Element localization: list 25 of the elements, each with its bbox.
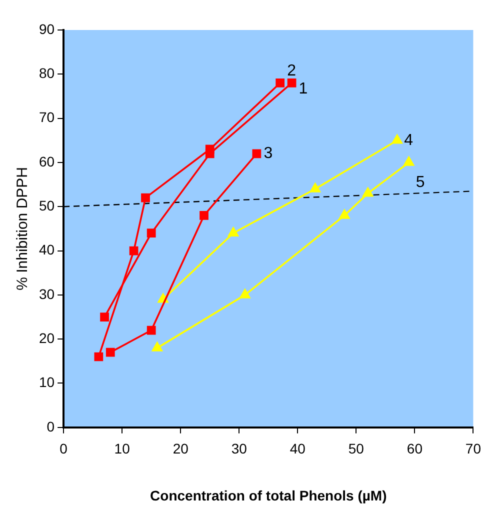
x-tick-label: 40	[290, 440, 306, 457]
y-tick-label: 10	[38, 374, 55, 390]
x-tick-label: 70	[465, 440, 482, 457]
y-tick-label: 0	[46, 418, 55, 434]
y-tick-label: 80	[38, 65, 55, 82]
y-tick-label: 90	[38, 20, 55, 37]
y-tick-label: 70	[38, 109, 55, 126]
x-tick-label: 20	[172, 440, 189, 457]
x-tick-label: 50	[348, 440, 364, 457]
y-tick-label: 30	[38, 286, 55, 302]
x-tick-label: 0	[60, 440, 68, 457]
series-label: 2	[287, 62, 296, 80]
y-tick-label: 50	[38, 197, 55, 214]
y-axis-title: % Inhibition DPPH	[14, 166, 32, 290]
y-tick-label: 40	[38, 242, 55, 258]
x-tick-label: 60	[406, 440, 423, 457]
series-label: 3	[264, 145, 273, 162]
series-label: 5	[416, 174, 425, 191]
y-tick-label: 60	[38, 153, 55, 170]
x-tick-label: 30	[231, 440, 248, 457]
x-axis-title: Concentration of total Phenols (µM)	[150, 487, 387, 504]
series-label: 1	[298, 80, 308, 98]
series-label: 4	[404, 132, 414, 149]
y-tick-label: 20	[38, 330, 55, 346]
x-tick-label: 10	[114, 440, 130, 457]
